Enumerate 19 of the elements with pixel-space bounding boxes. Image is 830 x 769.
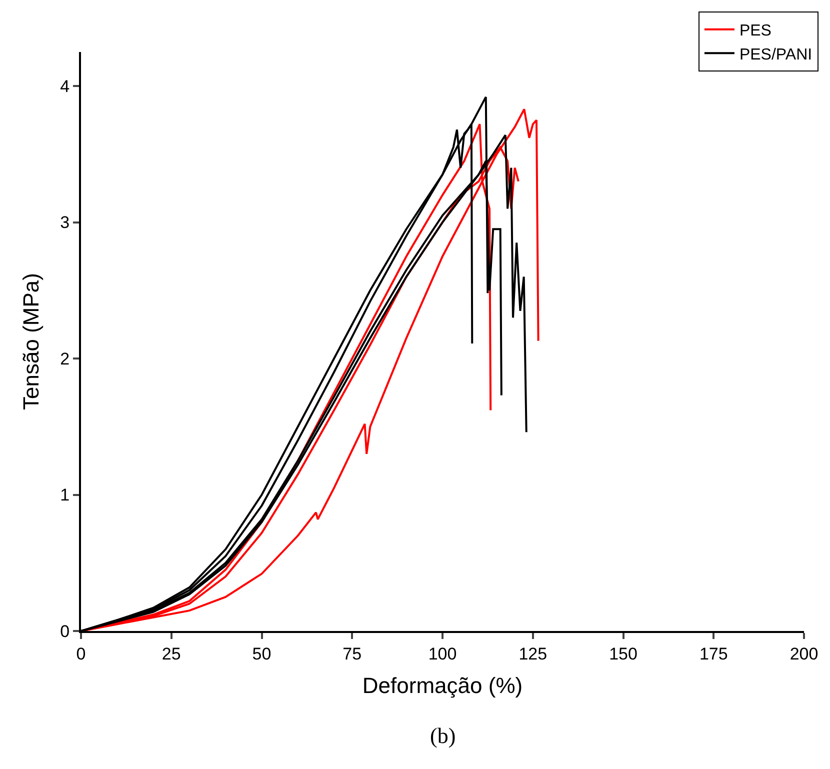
y-tick-label: 4 bbox=[60, 77, 70, 96]
x-axis-title: Deformação (%) bbox=[362, 672, 523, 698]
x-tick-label: 175 bbox=[699, 644, 728, 664]
x-tick-label: 200 bbox=[790, 644, 818, 664]
x-tick-label: 125 bbox=[518, 644, 548, 664]
y-tick-label: 1 bbox=[60, 486, 70, 505]
x-tick-label: 25 bbox=[162, 644, 181, 664]
text: (b) bbox=[430, 723, 456, 748]
x-tick-label: 0 bbox=[76, 644, 86, 664]
y-tick-label: 0 bbox=[60, 622, 70, 641]
legend-label: PES/PANI bbox=[739, 46, 812, 64]
y-tick-label: 2 bbox=[60, 349, 70, 368]
x-tick-label: 100 bbox=[428, 644, 457, 664]
x-tick-label: 75 bbox=[342, 644, 362, 664]
y-tick-label: 3 bbox=[60, 213, 70, 232]
x-tick-label: 50 bbox=[252, 644, 272, 664]
y-axis-title: Tensão (MPa) bbox=[18, 273, 44, 410]
x-tick-label: 150 bbox=[609, 644, 638, 664]
legend-label: PES bbox=[739, 22, 772, 40]
